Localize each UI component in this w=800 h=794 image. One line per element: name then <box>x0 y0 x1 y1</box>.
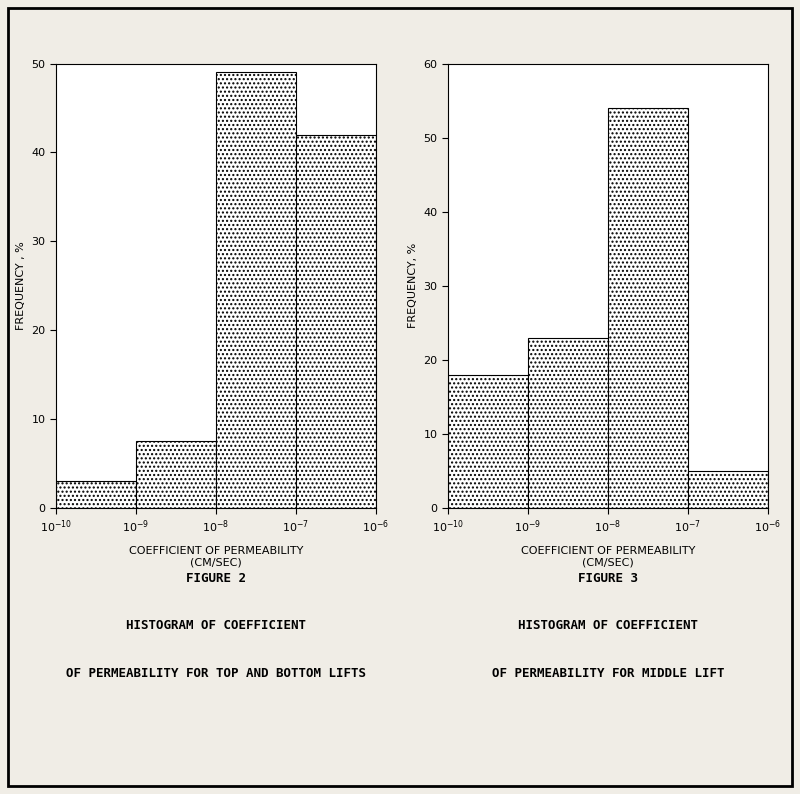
Bar <box>528 337 608 508</box>
Y-axis label: FREQUENCY, %: FREQUENCY, % <box>408 243 418 329</box>
Bar <box>216 72 296 508</box>
Text: OF PERMEABILITY FOR MIDDLE LIFT: OF PERMEABILITY FOR MIDDLE LIFT <box>492 667 724 680</box>
Bar <box>296 135 376 508</box>
Bar <box>56 481 136 508</box>
Text: FIGURE 2: FIGURE 2 <box>186 572 246 584</box>
Text: HISTOGRAM OF COEFFICIENT: HISTOGRAM OF COEFFICIENT <box>518 619 698 632</box>
Bar <box>608 108 688 508</box>
Text: OF PERMEABILITY FOR TOP AND BOTTOM LIFTS: OF PERMEABILITY FOR TOP AND BOTTOM LIFTS <box>66 667 366 680</box>
Text: FIGURE 3: FIGURE 3 <box>578 572 638 584</box>
Bar <box>448 375 528 508</box>
Y-axis label: FREQUENCY , %: FREQUENCY , % <box>16 241 26 330</box>
Bar <box>136 441 216 508</box>
X-axis label: COEFFICIENT OF PERMEABILITY
(CM/SEC): COEFFICIENT OF PERMEABILITY (CM/SEC) <box>129 546 303 568</box>
Bar <box>688 471 768 508</box>
Text: HISTOGRAM OF COEFFICIENT: HISTOGRAM OF COEFFICIENT <box>126 619 306 632</box>
X-axis label: COEFFICIENT OF PERMEABILITY
(CM/SEC): COEFFICIENT OF PERMEABILITY (CM/SEC) <box>521 546 695 568</box>
